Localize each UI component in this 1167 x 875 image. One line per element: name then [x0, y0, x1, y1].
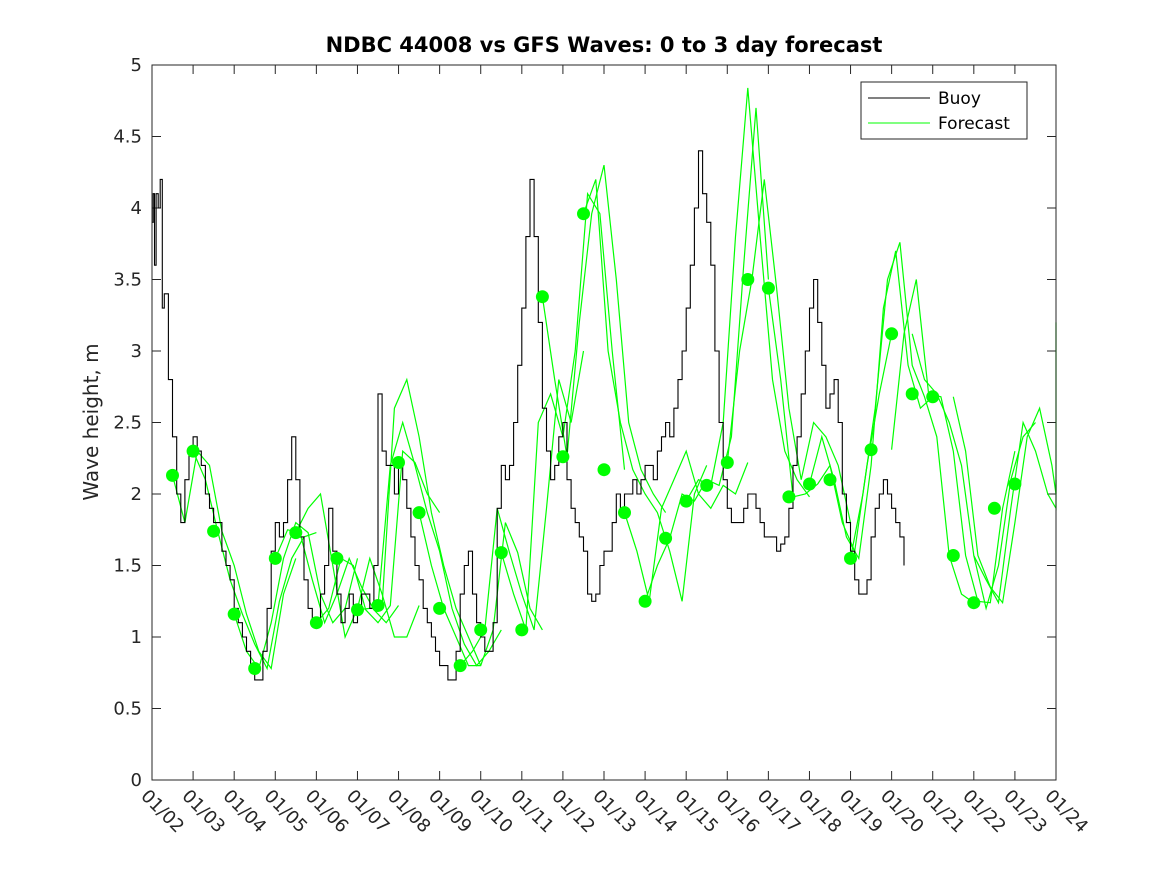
- forecast-marker: [351, 603, 364, 617]
- forecast-marker: [761, 281, 775, 295]
- y-tick-label: 3: [131, 341, 142, 362]
- legend: Buoy Forecast: [860, 81, 1028, 140]
- forecast-marker: [453, 659, 467, 673]
- forecast-marker: [515, 623, 529, 637]
- forecast-run-line: [582, 179, 708, 602]
- forecast-marker: [474, 623, 488, 637]
- forecast-run-line: [418, 512, 543, 667]
- forecast-marker: [433, 601, 447, 615]
- y-axis-label: Wave height, m: [79, 343, 103, 500]
- y-tick-labels: 0 0.5 1 1.5 2 2.5 3 3.5 4 4.5 5: [113, 55, 142, 791]
- forecast-markers: [166, 207, 1022, 675]
- forecast-marker: [967, 596, 981, 610]
- forecast-run-line: [726, 179, 852, 523]
- forecast-marker: [885, 327, 899, 341]
- y-tick-label: 5: [131, 55, 142, 76]
- forecast-marker: [700, 478, 714, 492]
- forecast-marker: [659, 531, 673, 545]
- forecast-marker: [577, 207, 590, 221]
- plot-area: [152, 65, 1056, 780]
- y-tick-label: 4: [131, 198, 142, 219]
- forecast-run-line: [377, 420, 502, 667]
- y-tick-label: 0.5: [113, 699, 142, 720]
- legend-forecast-label: Forecast: [938, 114, 1010, 134]
- forecast-marker: [248, 662, 262, 675]
- forecast-marker: [309, 616, 323, 630]
- forecast-marker: [535, 290, 549, 304]
- buoy-series: [152, 150, 905, 681]
- forecast-marker: [618, 506, 631, 520]
- forecast-marker: [782, 490, 796, 504]
- forecast-marker: [166, 468, 179, 482]
- y-tick-label: 3.5: [113, 270, 142, 291]
- forecast-marker: [926, 390, 940, 404]
- forecast-run-line: [808, 250, 934, 561]
- forecast-marker: [392, 456, 405, 469]
- chart-title: NDBC 44008 vs GFS Waves: 0 to 3 day fore…: [326, 33, 883, 57]
- y-tick-label: 1.5: [113, 556, 142, 577]
- forecast-marker: [330, 551, 344, 565]
- y-tick-label: 4.5: [113, 127, 142, 148]
- forecast-run-line: [171, 449, 297, 671]
- forecast-marker: [412, 506, 426, 520]
- forecast-marker: [1008, 477, 1022, 491]
- forecast-marker: [556, 450, 570, 464]
- forecast-marker: [227, 607, 241, 621]
- forecast-run-line: [891, 279, 1016, 604]
- forecast-marker: [844, 551, 857, 565]
- forecast-marker: [638, 594, 652, 608]
- forecast-marker: [864, 443, 878, 457]
- forecast-marker: [946, 549, 960, 562]
- forecast-marker: [494, 546, 508, 560]
- forecast-marker: [186, 444, 200, 458]
- forecast-marker: [289, 526, 303, 540]
- forecast-marker: [987, 501, 1001, 515]
- y-tick-label: 2.5: [113, 413, 142, 434]
- forecast-marker: [823, 473, 837, 487]
- forecast-marker: [741, 273, 755, 286]
- forecast-marker: [803, 477, 816, 491]
- forecast-marker: [597, 463, 611, 477]
- legend-buoy-label: Buoy: [938, 89, 981, 109]
- axis-ticks: [151, 64, 1057, 781]
- y-tick-label: 2: [131, 484, 142, 505]
- legend-box: [860, 81, 1028, 140]
- forecast-marker: [679, 494, 693, 508]
- forecast-run-line: [849, 242, 975, 604]
- y-tick-label: 1: [131, 627, 142, 648]
- forecast-run-line: [952, 396, 1057, 605]
- forecast-marker: [268, 551, 282, 565]
- buoy-line: [152, 150, 905, 681]
- forecast-marker: [207, 524, 221, 538]
- forecast-marker: [720, 456, 734, 469]
- forecast-marker: [371, 599, 385, 612]
- plot-frame: [151, 64, 1057, 781]
- y-tick-label: 0: [131, 770, 142, 791]
- forecast-marker: [905, 387, 919, 401]
